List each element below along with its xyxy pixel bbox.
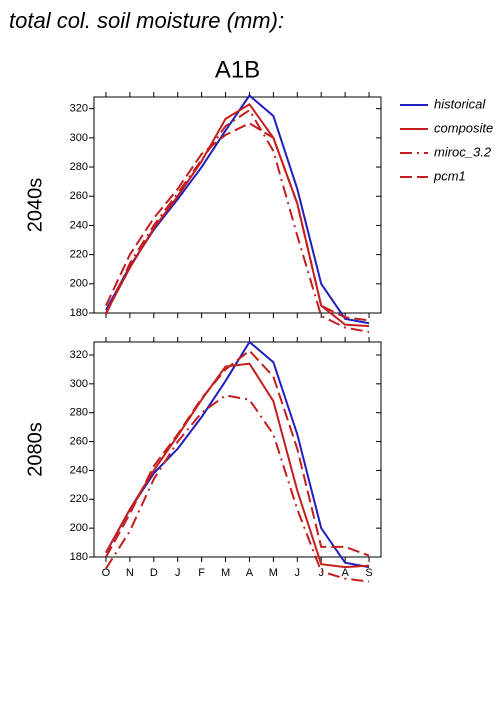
x-tick-label: O — [102, 567, 111, 579]
y-tick-label: 260 — [70, 435, 88, 447]
y-tick-label: 220 — [70, 493, 88, 505]
x-tick-label: M — [221, 567, 230, 579]
y-axis-label: 2040s — [24, 178, 46, 233]
series-line — [105, 102, 370, 328]
series-line — [105, 349, 370, 558]
x-tick-label: D — [150, 567, 158, 579]
x-tick-label: S — [365, 567, 372, 579]
x-tick-label: J — [175, 567, 181, 579]
legend-label: pcm1 — [433, 168, 466, 183]
chart-subtitle: A1B — [215, 56, 260, 83]
x-tick-label: A — [246, 567, 254, 579]
y-tick-label: 320 — [70, 349, 88, 361]
x-tick-label: M — [269, 567, 278, 579]
y-tick-label: 240 — [70, 464, 88, 476]
series-line — [105, 394, 370, 583]
legend-label: historical — [434, 96, 486, 111]
page-title: total col. soil moisture (mm): — [9, 8, 284, 33]
y-tick-label: 220 — [70, 249, 88, 261]
x-tick-label: A — [341, 567, 349, 579]
x-tick-label: F — [198, 567, 205, 579]
legend-label: composite — [434, 120, 493, 135]
series-line — [105, 340, 370, 569]
y-tick-label: 280 — [70, 407, 88, 419]
legend-label: miroc_3.2 — [434, 144, 492, 159]
y-tick-label: 280 — [70, 161, 88, 173]
x-tick-label: N — [126, 567, 134, 579]
y-axis-label: 2080s — [24, 422, 46, 477]
y-tick-label: 180 — [70, 307, 88, 319]
y-tick-label: 180 — [70, 551, 88, 563]
series-line — [105, 108, 370, 333]
y-tick-label: 320 — [70, 103, 88, 115]
plot-frame — [93, 341, 382, 558]
series-line — [105, 362, 370, 569]
y-tick-label: 240 — [70, 219, 88, 231]
plot-frame — [93, 96, 382, 314]
y-tick-label: 200 — [70, 522, 88, 534]
x-tick-label: J — [295, 567, 301, 579]
y-tick-label: 260 — [70, 190, 88, 202]
x-tick-label: J — [318, 567, 324, 579]
y-tick-label: 300 — [70, 132, 88, 144]
y-tick-label: 300 — [70, 378, 88, 390]
series-line — [105, 122, 370, 322]
y-tick-label: 200 — [70, 278, 88, 290]
